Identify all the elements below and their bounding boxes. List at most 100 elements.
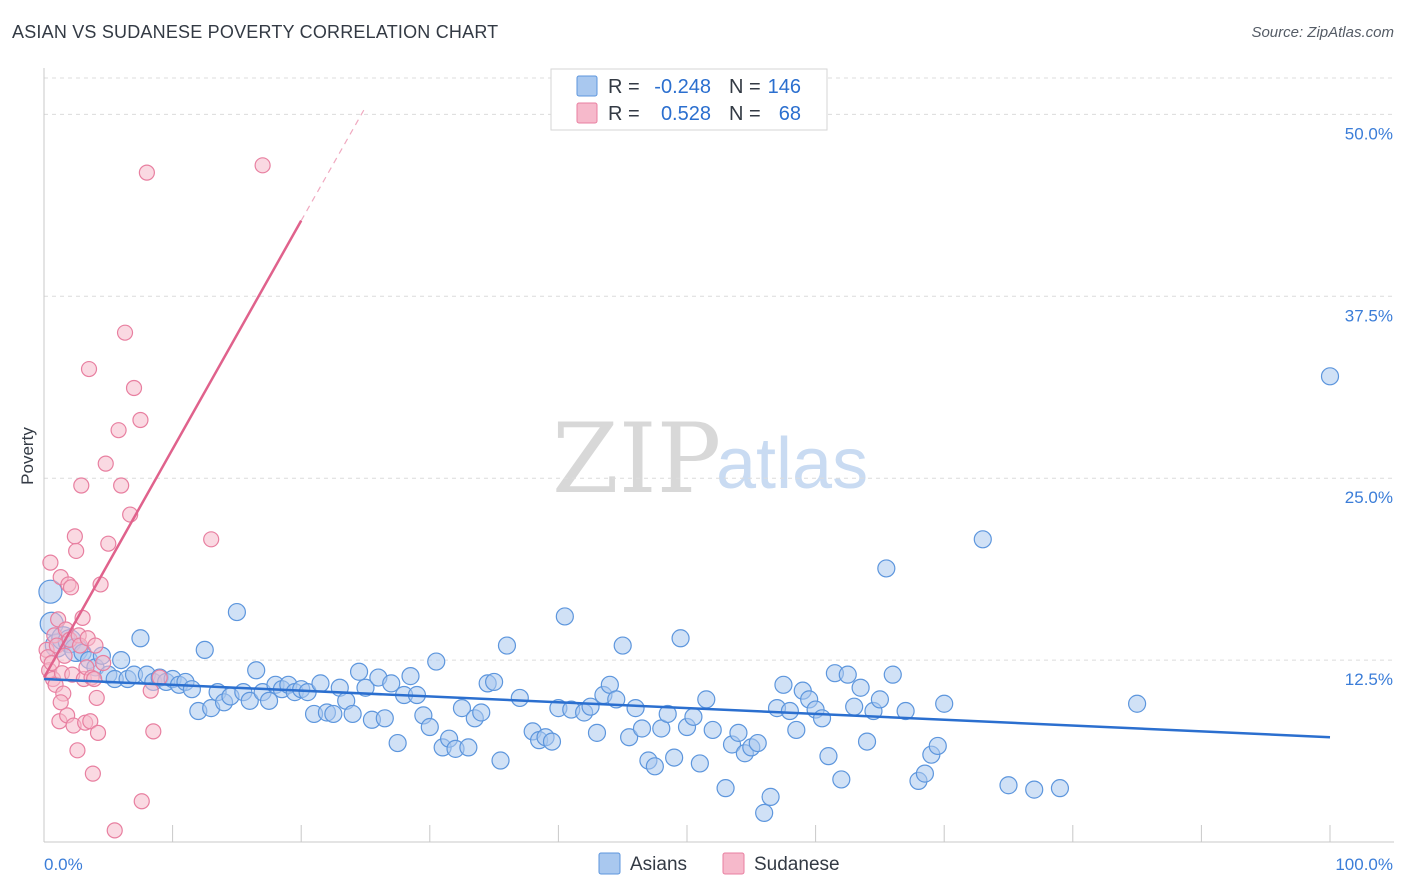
- sudanese-point: [142, 682, 159, 699]
- sudanese-point: [84, 765, 101, 782]
- sudanese-point: [95, 654, 112, 672]
- sudanese-point: [254, 157, 271, 174]
- asian-point: [613, 636, 632, 655]
- asian-point: [131, 629, 150, 648]
- asians-trend-line: [43, 677, 1331, 739]
- asian-point: [555, 607, 574, 626]
- asian-point: [1127, 694, 1147, 713]
- sudanese-point: [89, 724, 107, 741]
- asian-point: [587, 723, 607, 742]
- bottom-legend: Asians Sudanese: [598, 852, 840, 875]
- sudanese-point: [52, 694, 69, 711]
- bottom-legend-swatch-sudanese[interactable]: [722, 852, 745, 875]
- asian-point: [420, 717, 439, 737]
- asian-point: [382, 674, 401, 693]
- legend-n-value-asians: 146: [768, 76, 801, 98]
- sudanese-point: [88, 689, 105, 707]
- asian-point: [671, 629, 690, 648]
- asian-point: [375, 709, 394, 728]
- asian-point: [1025, 780, 1044, 799]
- asian-point: [1050, 779, 1070, 798]
- asian-point: [928, 736, 947, 756]
- asian-point: [195, 640, 214, 660]
- asian-point: [427, 652, 446, 671]
- asian-point: [658, 704, 677, 724]
- asian-point: [491, 751, 510, 770]
- asian-point: [485, 672, 504, 692]
- legend-r-label: R =: [608, 76, 640, 98]
- legend-r-value-sudanese: 0.528: [661, 103, 711, 125]
- asian-point: [240, 691, 259, 710]
- asian-point: [935, 694, 954, 713]
- sudanese-point: [97, 455, 114, 472]
- sudanese-point: [62, 579, 80, 596]
- sudanese-points: [38, 157, 271, 839]
- asian-point: [247, 661, 266, 680]
- asian-point: [472, 703, 491, 722]
- watermark: ZIP atlas: [552, 403, 868, 515]
- x-tick-label: 100.0%: [1335, 855, 1393, 874]
- asian-point: [38, 579, 63, 604]
- legend-r-value-asians: -0.248: [654, 76, 711, 98]
- y-tick-label: 12.5%: [1345, 670, 1393, 689]
- y-tick-label: 37.5%: [1345, 306, 1393, 325]
- sudanese-point: [116, 324, 134, 341]
- asian-point: [812, 709, 832, 728]
- asian-point: [896, 701, 915, 721]
- legend-n-label: N =: [729, 103, 761, 125]
- bottom-legend-label-sudanese[interactable]: Sudanese: [754, 854, 840, 875]
- asian-point: [870, 690, 890, 709]
- y-tick-label: 50.0%: [1345, 124, 1393, 143]
- sudanese-point: [125, 379, 143, 397]
- asian-point: [819, 747, 838, 766]
- asian-point: [1320, 367, 1340, 386]
- asian-point: [883, 665, 902, 684]
- chart-title: ASIAN VS SUDANESE POVERTY CORRELATION CH…: [12, 22, 499, 42]
- y-axis-label: Poverty: [18, 427, 37, 485]
- source-label: Source: ZipAtlas.com: [1251, 24, 1394, 41]
- asian-point: [787, 720, 806, 740]
- asian-point: [877, 559, 896, 578]
- sudanese-point: [145, 723, 162, 740]
- asian-point: [632, 719, 652, 738]
- asian-point: [832, 770, 851, 789]
- watermark-atlas: atlas: [716, 424, 868, 504]
- asian-point: [838, 665, 857, 684]
- asian-point: [401, 667, 420, 686]
- x-tick-label: 0.0%: [44, 855, 83, 874]
- y-tick-labels: 12.5% 25.0% 37.5% 50.0%: [1345, 124, 1393, 689]
- sudanese-point: [82, 713, 99, 730]
- asian-point: [999, 776, 1018, 795]
- x-tick-labels: 0.0% 100.0%: [44, 855, 1393, 874]
- asian-point: [748, 733, 767, 753]
- bottom-legend-swatch-asians[interactable]: [598, 852, 621, 875]
- sudanese-point: [138, 164, 155, 181]
- watermark-zip: ZIP: [552, 403, 721, 515]
- asian-point: [459, 738, 478, 757]
- asian-point: [112, 650, 131, 670]
- asian-point: [356, 678, 375, 697]
- sudanese-point: [68, 542, 85, 560]
- legend-r-label: R =: [608, 103, 640, 125]
- bottom-legend-label-asians[interactable]: Asians: [630, 854, 687, 875]
- asian-point: [703, 720, 722, 740]
- asian-point: [973, 530, 992, 549]
- asian-point: [697, 690, 716, 709]
- asian-point: [774, 675, 793, 694]
- asian-point: [227, 602, 246, 622]
- legend-box: R = -0.248 N = 146 R = 0.528 N = 68: [550, 68, 828, 131]
- asian-point: [665, 748, 684, 767]
- legend-n-value-sudanese: 68: [779, 103, 801, 125]
- asian-point: [780, 701, 799, 721]
- sudanese-point: [110, 422, 127, 439]
- asian-point: [626, 699, 645, 718]
- sudanese-point: [132, 411, 149, 429]
- asian-point: [645, 757, 664, 776]
- legend-swatch-sudanese: [576, 102, 598, 124]
- asian-point: [915, 764, 935, 783]
- asian-point: [259, 691, 279, 710]
- sudanese-point: [66, 528, 83, 545]
- asian-point: [620, 728, 639, 747]
- asian-point: [845, 697, 864, 716]
- asian-point: [690, 754, 709, 773]
